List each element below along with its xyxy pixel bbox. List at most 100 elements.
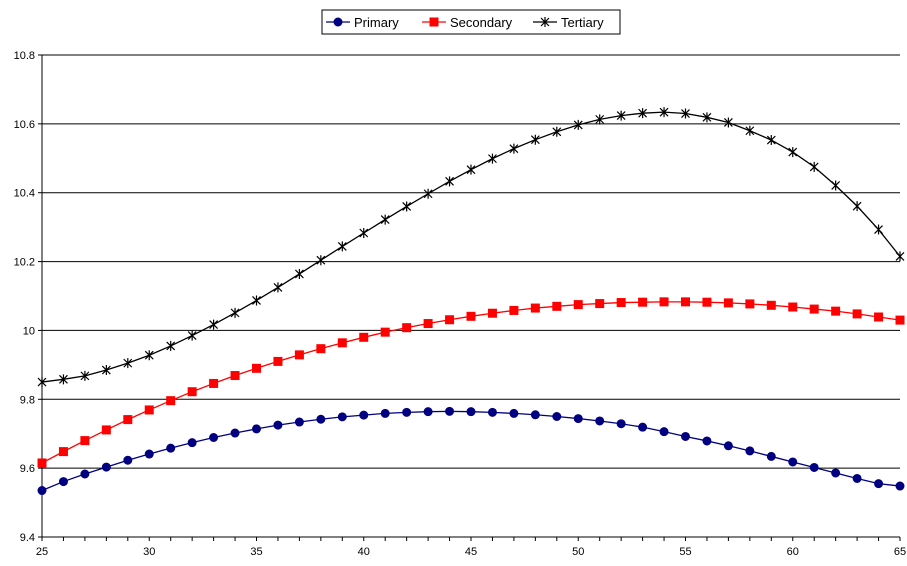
data-point-secondary	[166, 396, 176, 406]
series-lines	[37, 107, 905, 496]
data-point-secondary	[702, 297, 712, 307]
data-point-primary	[595, 416, 605, 426]
data-point-primary	[874, 479, 884, 489]
data-point-primary	[123, 455, 133, 465]
data-point-primary	[659, 427, 669, 437]
data-point-primary	[487, 407, 497, 417]
legend: Primary Secondary Tertiary	[321, 9, 621, 35]
data-point-primary	[166, 443, 176, 453]
data-point-tertiary	[59, 374, 68, 385]
data-point-tertiary	[573, 119, 583, 130]
data-point-primary	[273, 420, 283, 430]
data-point-tertiary	[659, 107, 669, 118]
y-tick-label: 10.4	[14, 188, 35, 200]
data-point-secondary	[37, 458, 47, 468]
data-point-primary	[552, 412, 562, 421]
data-point-tertiary	[466, 164, 476, 175]
data-point-secondary	[487, 308, 497, 318]
x-tick-label: 40	[358, 546, 370, 558]
data-point-primary	[702, 436, 712, 446]
x-tick-label: 45	[465, 546, 477, 558]
series-secondary	[37, 297, 905, 468]
data-point-primary	[58, 477, 68, 487]
legend-box	[321, 9, 621, 35]
data-point-secondary	[852, 309, 862, 319]
data-point-primary	[509, 408, 519, 418]
data-point-primary	[230, 428, 240, 438]
data-point-tertiary	[530, 134, 540, 145]
data-point-tertiary	[209, 319, 219, 330]
data-point-tertiary	[702, 112, 712, 123]
series-tertiary	[37, 107, 905, 388]
data-point-primary	[445, 406, 455, 416]
legend-marker-secondary	[429, 17, 439, 27]
data-point-secondary	[187, 387, 197, 397]
data-point-secondary	[80, 436, 90, 446]
data-point-tertiary	[252, 295, 261, 306]
data-point-primary	[380, 408, 390, 418]
y-tick-label: 9.6	[20, 463, 35, 475]
data-point-secondary	[659, 297, 669, 307]
data-point-tertiary	[316, 255, 326, 266]
data-point-primary	[252, 424, 261, 434]
y-tick-label: 10.8	[14, 50, 35, 62]
y-tick-label: 9.8	[20, 394, 35, 406]
data-point-tertiary	[552, 126, 562, 137]
data-point-tertiary	[895, 251, 905, 262]
data-point-tertiary	[166, 340, 176, 351]
legend-entry-secondary: Secondary	[422, 15, 513, 30]
data-point-tertiary	[595, 114, 605, 125]
data-point-tertiary	[788, 147, 798, 158]
data-point-secondary	[573, 300, 583, 310]
data-point-secondary	[252, 363, 261, 373]
data-point-secondary	[509, 305, 519, 315]
data-point-tertiary	[101, 365, 111, 376]
data-point-primary	[681, 431, 690, 441]
data-point-secondary	[273, 356, 283, 366]
data-point-secondary	[895, 315, 905, 325]
x-tick-label: 30	[143, 546, 155, 558]
data-point-primary	[745, 446, 755, 456]
data-point-tertiary	[380, 214, 390, 225]
series-line-secondary	[41, 301, 901, 464]
data-point-secondary	[58, 447, 68, 457]
data-point-secondary	[123, 415, 133, 425]
data-point-tertiary	[402, 201, 412, 212]
series-primary	[37, 406, 905, 496]
data-point-secondary	[638, 297, 648, 307]
x-tick-label: 55	[679, 546, 691, 558]
data-point-primary	[80, 469, 90, 479]
data-point-tertiary	[273, 282, 283, 293]
data-point-tertiary	[230, 307, 240, 318]
data-point-secondary	[359, 332, 369, 342]
data-point-secondary	[745, 299, 755, 309]
data-point-primary	[723, 441, 733, 451]
data-point-secondary	[466, 311, 476, 321]
data-point-tertiary	[337, 241, 347, 252]
data-point-tertiary	[809, 161, 819, 172]
data-point-tertiary	[123, 358, 133, 369]
data-point-tertiary	[423, 188, 433, 199]
data-point-secondary	[230, 371, 240, 381]
data-point-primary	[359, 410, 369, 420]
data-point-secondary	[402, 323, 412, 333]
data-point-secondary	[681, 297, 690, 307]
data-point-tertiary	[144, 350, 154, 361]
data-point-primary	[530, 410, 540, 420]
data-point-tertiary	[852, 201, 862, 212]
data-point-primary	[294, 417, 304, 427]
axes: 9.4 9.6 9.8 10 10.2 10.4 10.6 10.8 25 30 35 40 45 50 5…	[14, 50, 907, 558]
data-point-tertiary	[187, 330, 197, 341]
data-point-primary	[316, 414, 326, 424]
data-point-secondary	[380, 327, 390, 337]
data-point-primary	[766, 451, 776, 461]
legend-entry-primary: Primary	[326, 15, 399, 30]
data-point-primary	[209, 433, 219, 443]
data-point-tertiary	[488, 153, 497, 164]
data-point-secondary	[809, 304, 819, 314]
data-point-tertiary	[638, 108, 648, 119]
data-point-secondary	[101, 425, 111, 435]
data-point-primary	[809, 462, 819, 472]
